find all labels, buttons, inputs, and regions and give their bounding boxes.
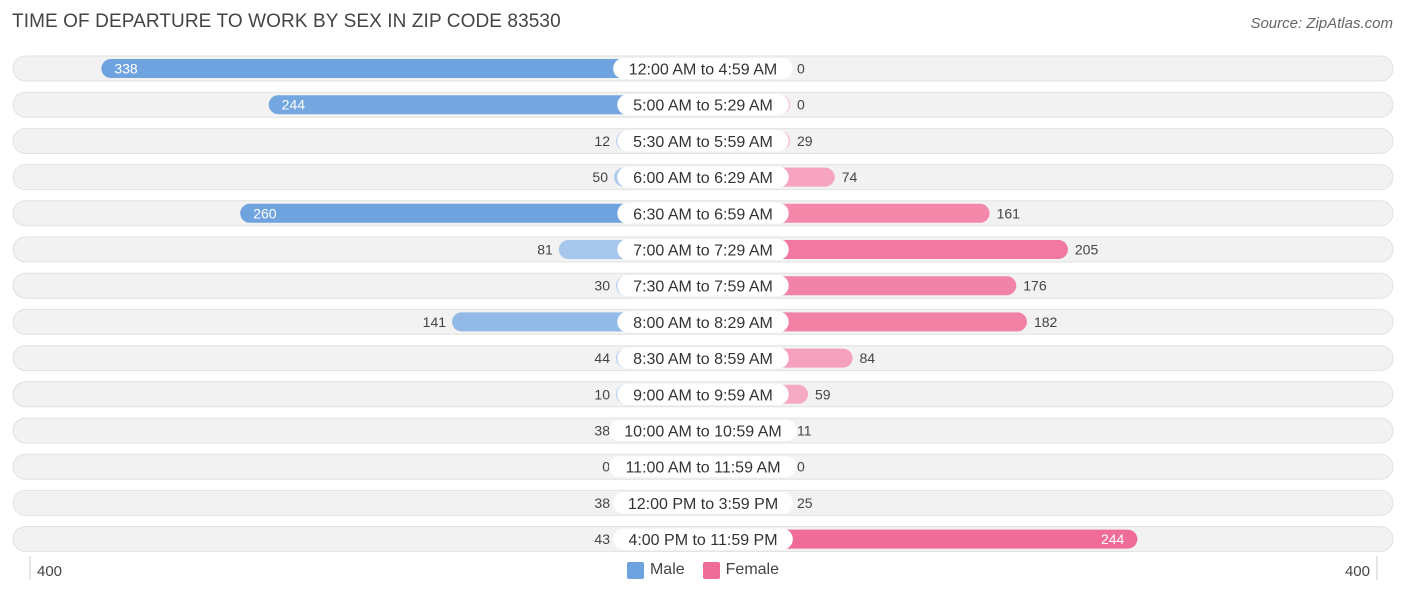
category-label: 6:00 AM to 6:29 AM	[633, 170, 773, 187]
category-pill	[617, 239, 789, 260]
female-value-label: 205	[1075, 242, 1099, 258]
female-value-label: 84	[860, 350, 876, 366]
female-value-label: 0	[797, 459, 805, 475]
category-label: 7:00 AM to 7:29 AM	[633, 243, 773, 260]
male-value-label: 141	[423, 314, 447, 330]
category-label: 10:00 AM to 10:59 AM	[624, 424, 781, 441]
source-note: Source: ZipAtlas.com	[1250, 15, 1393, 32]
male-value-label: 44	[594, 350, 610, 366]
legend-swatch-male	[626, 561, 644, 579]
female-value-label: 0	[797, 61, 805, 77]
male-bar	[240, 203, 703, 223]
category-pill	[613, 492, 793, 514]
female-value-label: 0	[797, 97, 805, 113]
category-pill	[617, 275, 789, 297]
legend-label-female: Female	[725, 561, 780, 578]
male-value-label: 10	[594, 386, 610, 402]
category-pill	[617, 383, 789, 405]
male-bar	[101, 59, 704, 78]
female-value-label: 182	[1034, 314, 1058, 330]
category-label: 6:30 AM to 6:59 AM	[633, 206, 773, 223]
male-value-label: 338	[114, 61, 138, 77]
male-value-label: 244	[282, 97, 306, 113]
female-bar	[703, 529, 1138, 549]
male-value-label: 43	[594, 531, 610, 547]
female-value-label: 176	[1023, 278, 1047, 294]
female-value-label: 74	[842, 169, 858, 185]
category-label: 12:00 PM to 3:59 PM	[628, 496, 778, 513]
female-value-label: 29	[797, 133, 813, 149]
category-pill	[609, 420, 797, 441]
legend: Male Female	[0, 561, 1406, 579]
category-label: 7:30 AM to 7:59 AM	[633, 279, 773, 296]
male-value-label: 50	[592, 169, 608, 185]
female-value-label: 244	[1101, 531, 1125, 547]
category-label: 9:00 AM to 9:59 AM	[633, 387, 773, 404]
female-bar	[703, 240, 1068, 259]
category-label: 8:30 AM to 8:59 AM	[633, 351, 773, 368]
male-value-label: 12	[594, 133, 610, 149]
female-value-label: 59	[815, 386, 831, 402]
male-value-label: 81	[537, 242, 553, 258]
category-label: 11:00 AM to 11:59 AM	[625, 460, 780, 477]
category-label: 8:00 AM to 8:29 AM	[633, 315, 773, 332]
axis-left-label: 400	[37, 563, 63, 580]
axis-right-label: 400	[1344, 563, 1370, 580]
male-value-label: 260	[253, 205, 277, 221]
male-value-label: 38	[594, 423, 610, 439]
chart-title: TIME OF DEPARTURE TO WORK BY SEX IN ZIP …	[12, 11, 561, 32]
category-label: 4:00 PM to 11:59 PM	[628, 532, 777, 549]
male-value-label: 38	[594, 495, 610, 511]
category-pill	[617, 347, 789, 369]
category-label: 5:00 AM to 5:29 AM	[633, 98, 773, 115]
legend-swatch-female	[702, 561, 720, 579]
legend-item-female: Female	[702, 561, 780, 579]
category-pill	[617, 202, 789, 224]
category-pill	[617, 94, 789, 116]
legend-label-male: Male	[649, 561, 685, 578]
category-label: 5:30 AM to 5:59 AM	[633, 134, 773, 151]
category-label: 12:00 AM to 4:59 AM	[629, 62, 778, 79]
category-pill	[617, 311, 789, 333]
male-bar	[268, 95, 703, 115]
category-pill	[609, 456, 797, 478]
female-value-label: 25	[797, 495, 813, 511]
category-pill	[613, 58, 793, 79]
category-pill	[617, 130, 789, 152]
female-value-label: 161	[997, 205, 1021, 221]
category-pill	[613, 528, 793, 550]
male-value-label: 0	[602, 459, 610, 475]
legend-item-male: Male	[626, 561, 685, 579]
female-value-label: 11	[797, 423, 812, 439]
male-value-label: 30	[594, 278, 610, 294]
category-pill	[617, 166, 789, 188]
